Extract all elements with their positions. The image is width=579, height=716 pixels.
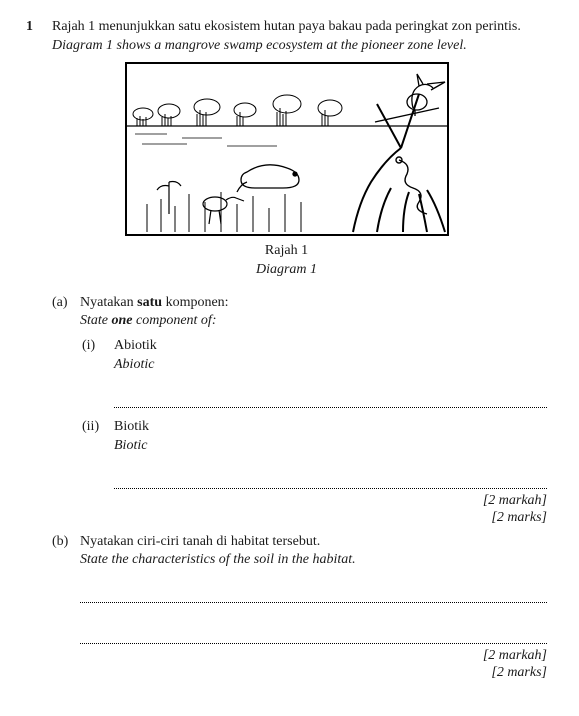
intro-en: Diagram 1 shows a mangrove swamp ecosyst… [52,37,547,56]
part-a-prompt-ms: Nyatakan satu komponen: [80,294,547,313]
item-ii-ms: Biotik [114,418,547,437]
marks-ms: [2 markah] [80,493,547,510]
marks-ms: [2 markah] [80,648,547,665]
answer-line[interactable] [114,393,547,408]
text: komponen: [162,295,229,310]
bold-word: satu [137,295,162,310]
item-i-body: Abiotik Abiotic [114,337,547,408]
part-a-item-ii: (ii) Biotik Biotic [80,418,547,489]
item-i-ms: Abiotik [114,337,547,356]
part-a: (a) Nyatakan satu komponen: State one co… [52,294,547,527]
text: component of: [133,313,217,328]
marks-en: [2 marks] [80,665,547,682]
intro-ms: Rajah 1 menunjukkan satu ekosistem hutan… [52,18,547,37]
question-number: 1 [26,18,52,56]
caption-en: Diagram 1 [26,261,547,280]
part-b-prompt-en: State the characteristics of the soil in… [80,551,547,570]
part-b-letter: (b) [52,533,80,682]
part-b-marks: [2 markah] [2 marks] [80,648,547,682]
text: State [80,313,112,328]
part-a-letter: (a) [52,294,80,527]
answer-line[interactable] [80,629,547,644]
caption-ms: Rajah 1 [26,242,547,261]
part-a-prompt-en: State one component of: [80,312,547,331]
answer-line[interactable] [114,474,547,489]
roman-i: (i) [80,337,114,408]
diagram-caption: Rajah 1 Diagram 1 [26,242,547,280]
text: Nyatakan [80,295,137,310]
diagram-container [26,62,547,236]
roman-ii: (ii) [80,418,114,489]
answer-line[interactable] [80,588,547,603]
question-header: 1 Rajah 1 menunjukkan satu ekosistem hut… [26,18,547,56]
bold-word: one [112,313,133,328]
part-b-body: Nyatakan ciri-ciri tanah di habitat ters… [80,533,547,682]
part-b: (b) Nyatakan ciri-ciri tanah di habitat … [52,533,547,682]
intro-block: Rajah 1 menunjukkan satu ekosistem hutan… [52,18,547,56]
item-ii-body: Biotik Biotic [114,418,547,489]
item-i-en: Abiotic [114,356,547,375]
part-a-item-i: (i) Abiotik Abiotic [80,337,547,408]
marks-en: [2 marks] [80,510,547,527]
part-b-prompt-ms: Nyatakan ciri-ciri tanah di habitat ters… [80,533,547,552]
part-a-body: Nyatakan satu komponen: State one compon… [80,294,547,527]
item-ii-en: Biotic [114,437,547,456]
mangrove-diagram [125,62,449,236]
part-a-marks: [2 markah] [2 marks] [80,493,547,527]
